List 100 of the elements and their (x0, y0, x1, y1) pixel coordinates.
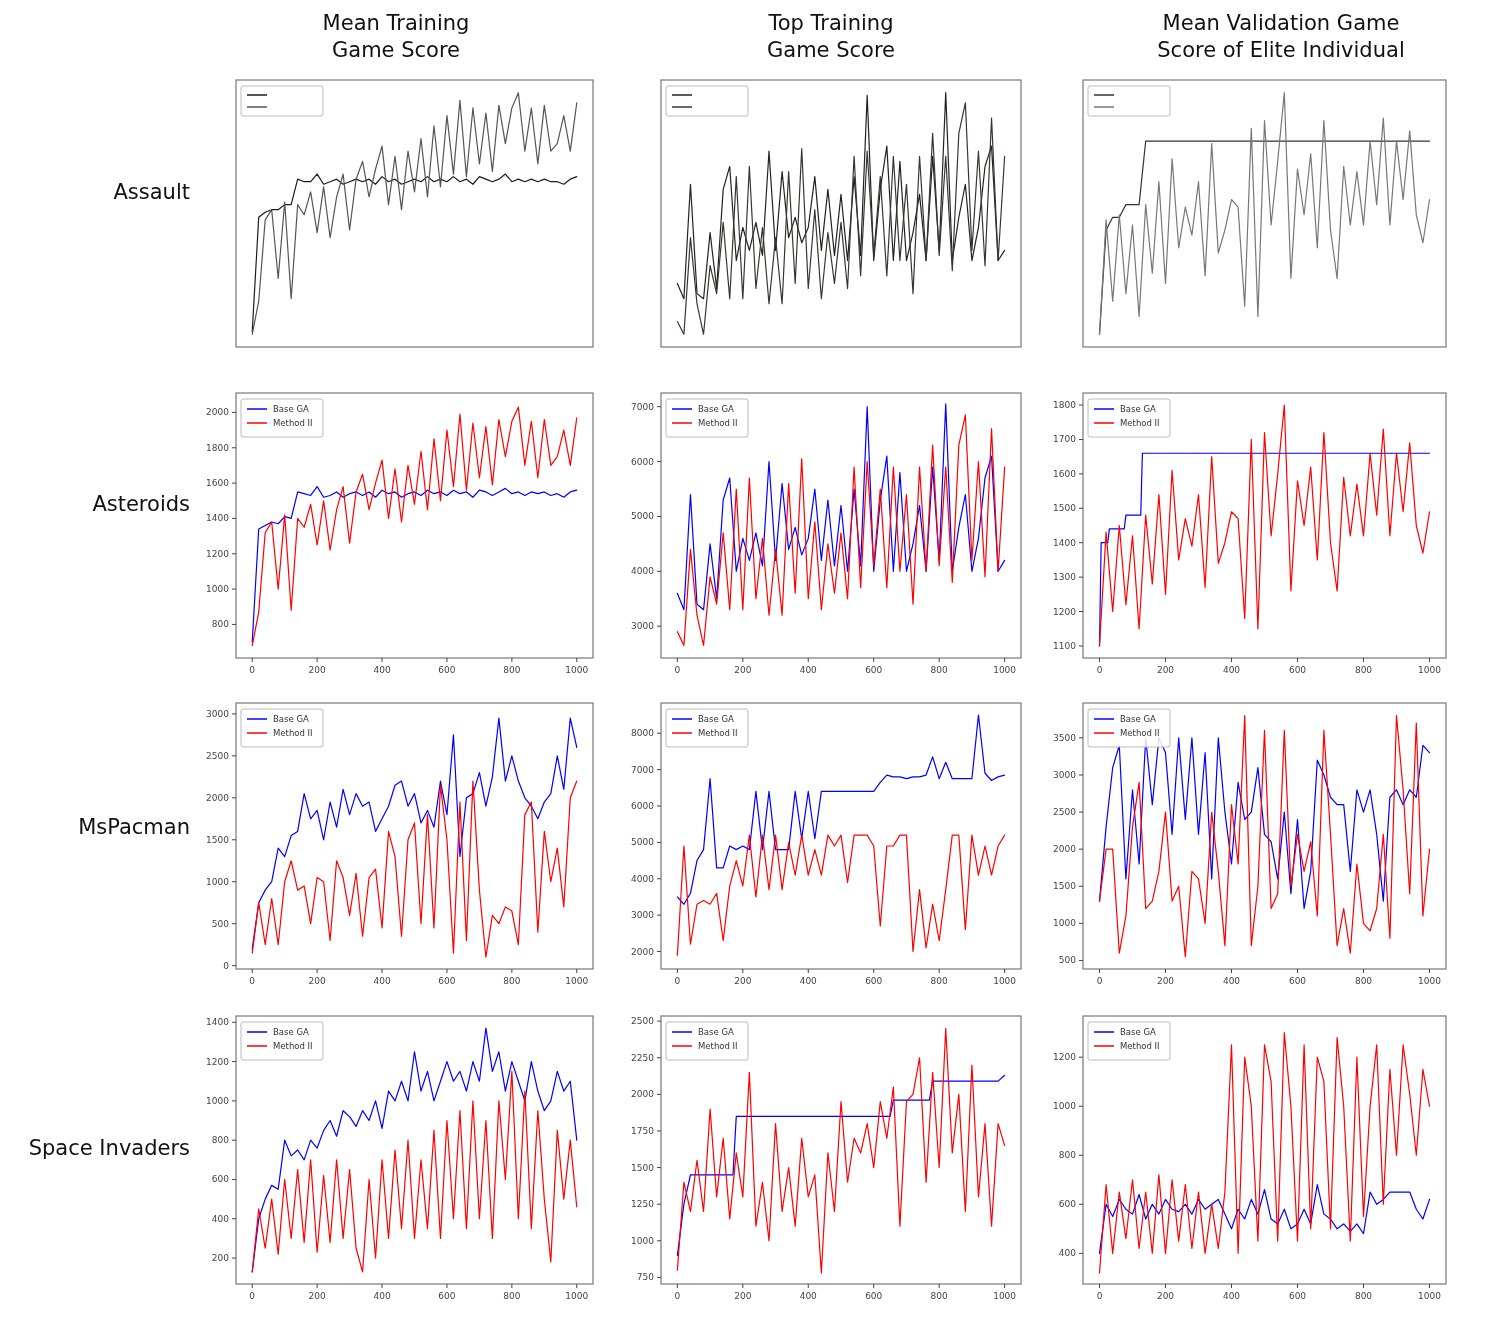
x-tick-label: 0 (249, 665, 256, 675)
y-tick-label: 400 (1058, 1248, 1077, 1259)
y-tick-label: 2000 (206, 407, 230, 418)
x-tick-label: 200 (734, 976, 752, 986)
x-tick-label: 400 (799, 976, 818, 986)
y-tick-label: 1400 (206, 1017, 230, 1028)
x-tick-label: 1000 (993, 976, 1017, 986)
legend-label: Method II (698, 1041, 738, 1051)
y-tick-label: 1750 (631, 1125, 655, 1136)
y-tick-label: 1000 (1053, 1101, 1077, 1112)
y-tick-label: 1000 (631, 1235, 655, 1246)
x-tick-label: 200 (308, 976, 326, 986)
y-tick-label: 1500 (206, 834, 230, 845)
legend-label: Base GA (1120, 714, 1156, 724)
chart-title: Mean Validation Game Score of Elite Individual (1157, 11, 1405, 62)
x-tick-label: 200 (1156, 976, 1175, 986)
y-tick-label: 1500 (1053, 503, 1077, 514)
x-tick-label: 600 (438, 665, 456, 675)
y-tick-label: 6000 (631, 456, 655, 467)
y-tick-label: 1300 (1053, 572, 1077, 583)
x-tick-label: 200 (308, 1291, 326, 1301)
line-series (251, 486, 578, 643)
legend-label: Method II (1120, 1041, 1160, 1051)
line-series (1098, 737, 1431, 910)
y-tick-label: 800 (211, 619, 230, 630)
x-tick-label: 800 (1354, 665, 1373, 675)
y-tick-label: 1500 (1053, 881, 1077, 892)
y-tick-label: 3000 (1053, 769, 1077, 780)
y-tick-label: 3500 (1053, 732, 1077, 743)
x-tick-label: 400 (1222, 1291, 1241, 1301)
y-tick-label: 4000 (631, 566, 655, 577)
x-tick-label: 800 (930, 976, 949, 986)
line-series (676, 414, 1006, 646)
y-tick-label: 1250 (631, 1199, 655, 1210)
legend-label: Method II (698, 418, 738, 428)
y-tick-label: 1700 (1053, 434, 1077, 445)
x-tick-label: 800 (930, 665, 949, 675)
legend-label: Method II (1120, 418, 1160, 428)
y-tick-label: 1200 (206, 548, 230, 559)
y-tick-label: 2250 (631, 1052, 655, 1063)
y-tick-label: 800 (1058, 1150, 1077, 1161)
y-tick-label: 1200 (206, 1056, 230, 1067)
y-tick-label: 0 (223, 960, 230, 971)
x-tick-label: 600 (1288, 1291, 1307, 1301)
x-tick-label: 1000 (565, 665, 589, 675)
line-series (676, 403, 1006, 611)
legend-label: Base GA (273, 404, 309, 414)
x-tick-label: 800 (503, 1291, 521, 1301)
x-tick-label: 200 (734, 1291, 752, 1301)
y-tick-label: 2500 (206, 750, 230, 761)
legend-label: Base GA (698, 404, 734, 414)
x-tick-label: 0 (674, 976, 681, 986)
legend-label: Base GA (1120, 1027, 1156, 1037)
y-tick-label: 1400 (1053, 537, 1077, 548)
x-tick-label: 800 (1354, 976, 1373, 986)
chart-title: Mean Training Game Score (322, 11, 470, 62)
y-tick-label: 3000 (631, 910, 655, 921)
line-series (251, 780, 578, 958)
legend-label: Method II (698, 728, 738, 738)
x-tick-label: 1000 (993, 665, 1017, 675)
x-tick-label: 400 (373, 665, 391, 675)
line-series (1098, 1184, 1431, 1254)
y-tick-label: 1800 (206, 442, 230, 453)
y-tick-label: 1000 (206, 1095, 230, 1106)
x-tick-label: 400 (1222, 976, 1241, 986)
y-tick-label: 1500 (631, 1162, 655, 1173)
y-tick-label: 7000 (631, 401, 655, 412)
legend-label: Base GA (1120, 404, 1156, 414)
y-tick-label: 1600 (206, 478, 230, 489)
y-tick-label: 2500 (631, 1016, 655, 1027)
y-tick-label: 7000 (631, 764, 655, 775)
y-tick-label: 2000 (631, 1089, 655, 1100)
x-tick-label: 0 (674, 1291, 681, 1301)
x-tick-label: 1000 (1418, 1291, 1442, 1301)
y-tick-label: 1200 (1053, 606, 1077, 617)
x-tick-label: 1000 (1418, 665, 1442, 675)
x-tick-label: 200 (734, 665, 752, 675)
x-tick-label: 600 (1288, 976, 1307, 986)
chart-title: Top Training Game Score (766, 11, 896, 62)
y-tick-label: 2000 (631, 946, 655, 957)
legend-label: Method II (273, 1041, 313, 1051)
y-tick-label: 1000 (206, 876, 230, 887)
y-tick-label: 3000 (206, 708, 230, 719)
y-axis-title: Asteroids (92, 492, 190, 516)
y-tick-label: 5000 (631, 511, 655, 522)
y-tick-label: 6000 (631, 800, 655, 811)
y-tick-label: 2500 (1053, 807, 1077, 818)
y-tick-label: 1000 (206, 584, 230, 595)
y-tick-label: 1600 (1053, 468, 1077, 479)
y-tick-label: 1100 (1053, 640, 1077, 651)
x-tick-label: 800 (930, 1291, 949, 1301)
legend-label: Base GA (698, 1027, 734, 1037)
x-tick-label: 1000 (993, 1291, 1017, 1301)
line-series (676, 714, 1006, 905)
x-tick-label: 0 (1096, 1291, 1103, 1301)
line-series (1098, 404, 1431, 647)
x-tick-label: 200 (1156, 1291, 1175, 1301)
x-tick-label: 800 (503, 665, 521, 675)
legend-label: Method II (273, 418, 313, 428)
y-axis-title: Assault (113, 180, 190, 204)
